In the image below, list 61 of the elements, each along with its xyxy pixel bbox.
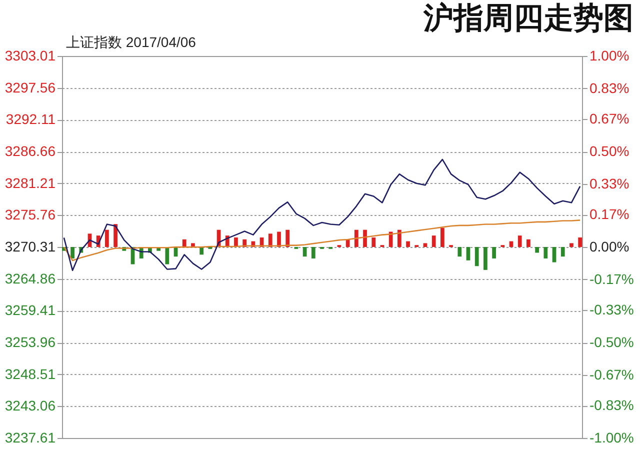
y2-tick-label: 0.67% xyxy=(590,110,630,127)
y-tick-label: 3297.56 xyxy=(4,79,56,96)
bar xyxy=(372,237,376,247)
y-tick-label: 3270.31 xyxy=(4,238,56,254)
y2-tick-label: -0.67% xyxy=(590,366,634,382)
bar xyxy=(484,247,488,270)
bar xyxy=(432,236,436,247)
bar xyxy=(578,237,582,247)
y-tick-label: 3259.41 xyxy=(4,302,56,318)
y-tick-label: 3243.06 xyxy=(4,398,56,414)
bar xyxy=(570,243,574,247)
y2-tick-label: 0.00% xyxy=(590,238,630,254)
bar xyxy=(165,247,170,264)
bar xyxy=(105,230,109,247)
y-tick-label: 3264.86 xyxy=(4,270,56,286)
y-tick-label: 3237.61 xyxy=(4,430,56,446)
bar xyxy=(474,247,479,266)
y2-tick-label: -0.83% xyxy=(590,397,634,414)
y2-tick-label: 0.17% xyxy=(590,206,630,222)
y-tick-label: 3292.11 xyxy=(6,111,56,128)
bar xyxy=(466,247,470,260)
bar xyxy=(544,247,548,258)
y2-tick-label: -0.17% xyxy=(590,270,634,287)
y2-tick-label: 0.50% xyxy=(590,143,630,159)
y-tick-label: 3248.51 xyxy=(4,366,56,382)
y-tick-label: 3275.76 xyxy=(4,206,56,223)
y-tick-label: 3286.66 xyxy=(4,143,56,159)
bar xyxy=(302,247,307,257)
bar xyxy=(552,247,556,262)
bar xyxy=(388,232,393,247)
bar xyxy=(286,230,290,247)
y2-tick-label: -0.50% xyxy=(590,334,634,350)
y2-tick-label: 1.00% xyxy=(590,48,630,64)
y-tick-label: 3281.21 xyxy=(4,174,56,191)
bar xyxy=(458,247,462,257)
bar xyxy=(423,243,428,247)
bar xyxy=(492,247,496,258)
bar xyxy=(363,230,367,247)
bar xyxy=(114,224,118,247)
bar xyxy=(70,247,74,258)
line-series xyxy=(63,220,581,262)
y-tick-label: 3253.96 xyxy=(4,334,56,350)
bar xyxy=(518,236,522,247)
bar xyxy=(535,247,539,253)
bar xyxy=(440,228,444,247)
chart-title: 沪指周四走势图 xyxy=(422,1,634,35)
bar xyxy=(182,239,186,247)
bar xyxy=(526,239,530,247)
bar xyxy=(406,241,410,247)
y2-tick-label: -1.00% xyxy=(590,430,634,446)
chart-subtitle: 上证指数 2017/04/06 xyxy=(66,34,196,50)
bar xyxy=(560,247,565,257)
bar xyxy=(200,247,204,255)
y-tick-label: 3303.01 xyxy=(4,48,56,64)
y2-tick-label: 0.83% xyxy=(590,80,630,96)
y2-tick-label: -0.33% xyxy=(590,302,634,318)
y2-tick-label: 0.33% xyxy=(590,175,630,192)
bar xyxy=(354,230,358,247)
line-series xyxy=(63,158,581,272)
bar xyxy=(311,247,316,258)
bar xyxy=(277,232,281,247)
